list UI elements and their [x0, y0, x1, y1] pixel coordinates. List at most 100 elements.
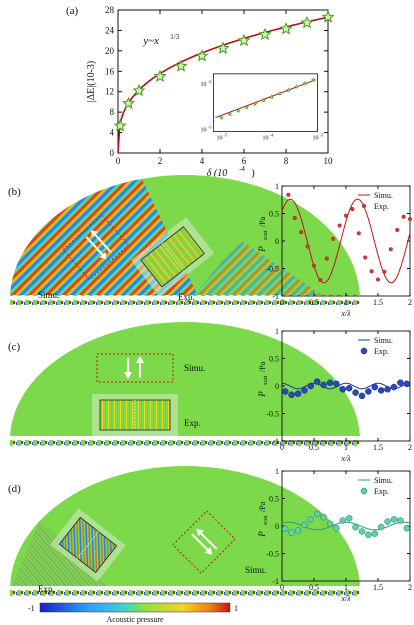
exp-data-point	[382, 269, 387, 274]
panel-c-label: (c)	[8, 341, 21, 353]
inset-x-tick-exponent: -3	[320, 133, 324, 138]
y-tick-label: -1	[272, 292, 279, 301]
exp-data-point	[292, 215, 297, 220]
y-axis-label: |ΔE|(10-3)	[86, 61, 97, 103]
x-axis-label-close: )	[251, 168, 254, 179]
exp-data-point	[307, 516, 315, 523]
y-tick-label: -1	[272, 577, 279, 586]
exp-data-point	[352, 389, 359, 396]
panel-b-field: Simu. Exp.	[10, 175, 360, 305]
data-point-star	[153, 69, 167, 82]
exp-data-point	[371, 383, 379, 391]
curve-annotation-exponent: 1/3	[170, 33, 179, 41]
exp-data-point	[407, 216, 413, 222]
exp-label-c: Exp.	[184, 418, 201, 428]
axes-frame	[117, 9, 329, 154]
exp-data-point	[318, 278, 323, 283]
down-arrow-icon	[124, 372, 132, 379]
inset-x-tick-label: 10	[313, 136, 319, 142]
y-axis-label-subscript: scat	[263, 230, 269, 240]
inset-data-point	[227, 111, 233, 117]
data-point-star	[300, 16, 314, 29]
x-tick-label: 0	[280, 443, 284, 452]
inset-data-point	[219, 115, 225, 120]
exp-data-point	[288, 391, 295, 399]
exp-data-point	[363, 255, 368, 260]
exp-data-point	[337, 223, 342, 228]
y-tick-label: -1	[272, 437, 279, 446]
exp-data-point	[333, 524, 340, 532]
inset-y-tick-label: 10	[201, 128, 207, 134]
exp-data-point	[365, 388, 372, 395]
exp-data-point	[403, 380, 411, 388]
exp-label-d: Exp.	[38, 584, 55, 594]
inset-data-point	[252, 101, 258, 106]
exp-data-point	[339, 386, 347, 393]
exp-data-point	[384, 386, 391, 393]
y-axis-label-subscript: scat	[263, 375, 269, 385]
y-axis-label-unit: /Pa	[258, 501, 267, 512]
inset-y-tick-exponent: -3	[208, 125, 212, 130]
simu-dashed-box	[62, 214, 130, 281]
exp-data-point	[333, 380, 340, 388]
inset-data-point	[260, 97, 266, 103]
exp-data-point	[299, 230, 304, 235]
inset-data-point	[311, 77, 316, 82]
legend-exp-label: Exp.	[374, 202, 389, 211]
exp-label-b: Exp.	[178, 292, 195, 302]
exp-region	[50, 508, 126, 582]
x-tick-label: 4	[200, 156, 205, 166]
x-tick-label: 1.5	[373, 298, 383, 307]
exp-data-point	[397, 517, 404, 524]
x-tick-label: 0.5	[309, 298, 319, 307]
x-axis-label: δ (10	[207, 168, 227, 179]
exp-data-point	[313, 378, 321, 385]
x-tick-label: 1	[344, 298, 348, 307]
exp-data-point	[326, 520, 334, 528]
x-axis-label: x/λ	[340, 309, 351, 318]
up-arrow-icon	[196, 528, 204, 537]
x-tick-label: 8	[284, 156, 289, 166]
x-tick-label: 2	[158, 156, 163, 166]
inset-y-tick-label: 10	[201, 82, 207, 88]
panel-d-label: (d)	[8, 483, 21, 495]
y-tick-label: 1	[275, 327, 279, 336]
y-tick-label: 8	[110, 107, 115, 117]
panel-b-label: (b)	[8, 186, 21, 198]
data-point-star	[195, 49, 209, 62]
x-tick-label: 2	[408, 443, 412, 452]
exp-data-point	[356, 231, 361, 236]
y-tick-label: 1	[275, 467, 279, 476]
y-tick-label: 0	[275, 522, 279, 531]
colorbar-max: 1	[234, 604, 238, 613]
y-axis-label-subscript: scat	[263, 515, 269, 525]
x-axis-label: x/λ	[340, 454, 351, 463]
y-tick-label: 0	[110, 148, 115, 158]
exp-data-point	[377, 523, 385, 531]
exp-data-point	[324, 256, 329, 261]
inset-data-point	[285, 87, 291, 93]
exp-data-point	[350, 207, 355, 212]
y-axis-label-unit: /Pa	[258, 361, 267, 372]
exp-data-point	[390, 383, 398, 391]
metasurface-strip	[10, 586, 360, 596]
colorbar-gradient	[39, 602, 231, 613]
y-tick-label: 0	[275, 382, 279, 391]
x-axis-label: x/λ	[340, 594, 351, 603]
data-point-star	[321, 10, 335, 23]
x-tick-label: 1	[344, 583, 348, 592]
inset-data-point	[294, 84, 300, 89]
data-point-star	[174, 59, 188, 72]
exp-data-point	[320, 381, 327, 389]
panel-a-label: (a)	[66, 5, 79, 17]
exp-data-point	[294, 390, 302, 397]
exp-data-point	[345, 384, 353, 392]
exp-data-point	[369, 269, 374, 274]
y-tick-label: 0	[275, 237, 279, 246]
exp-data-point	[401, 214, 406, 219]
exp-data-point	[288, 529, 295, 536]
y-tick-label: 12	[105, 87, 114, 97]
